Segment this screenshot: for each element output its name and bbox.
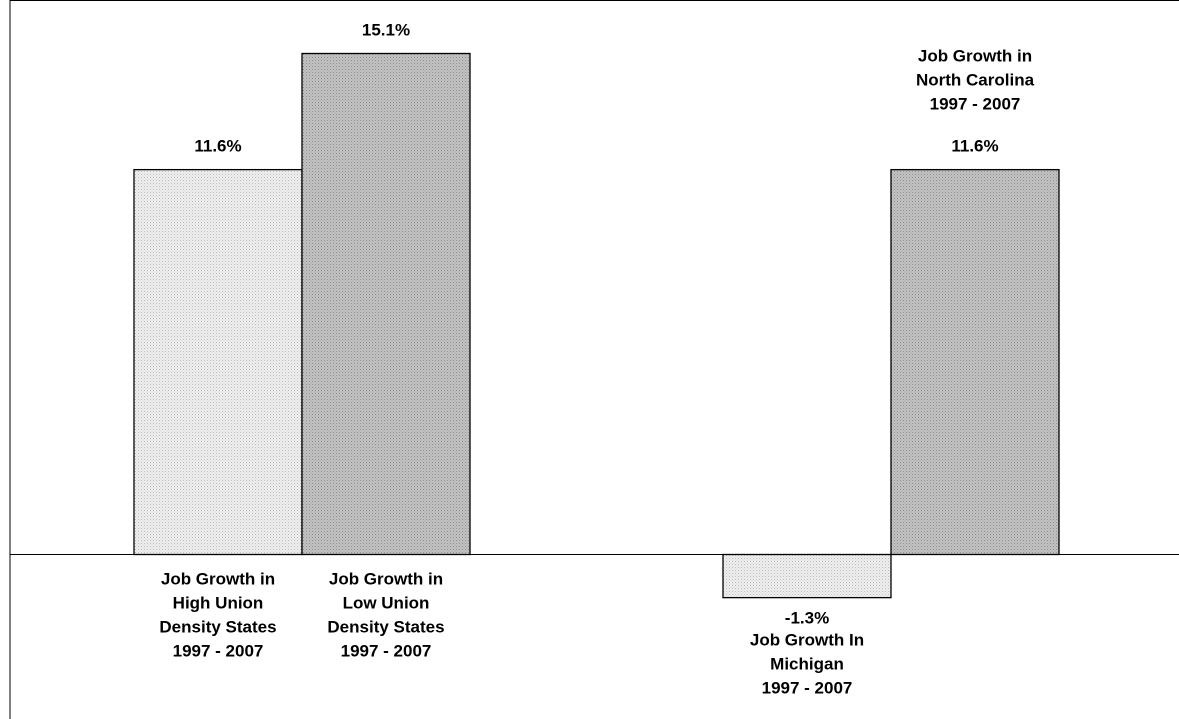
category-label-4: Job Growth in North Carolina 1997 - 2007 [916,47,1035,114]
category-label-2: Job Growth in Low Union Density States 1997… [327,570,444,661]
value-label-4: 11.6% [951,137,998,156]
bar-1 [133,168,303,556]
value-label-2: 15.1% [362,21,410,40]
bar-2 [301,52,471,556]
category-label-3: Job Growth In Michigan 1997 - 2007 [750,631,864,698]
bar-3 [722,553,892,599]
value-label-3: -1.3% [785,609,829,628]
value-label-1: 11.6% [194,137,241,156]
category-label-1: Job Growth in High Union Density States 199… [159,570,276,661]
bar-4 [890,168,1060,556]
